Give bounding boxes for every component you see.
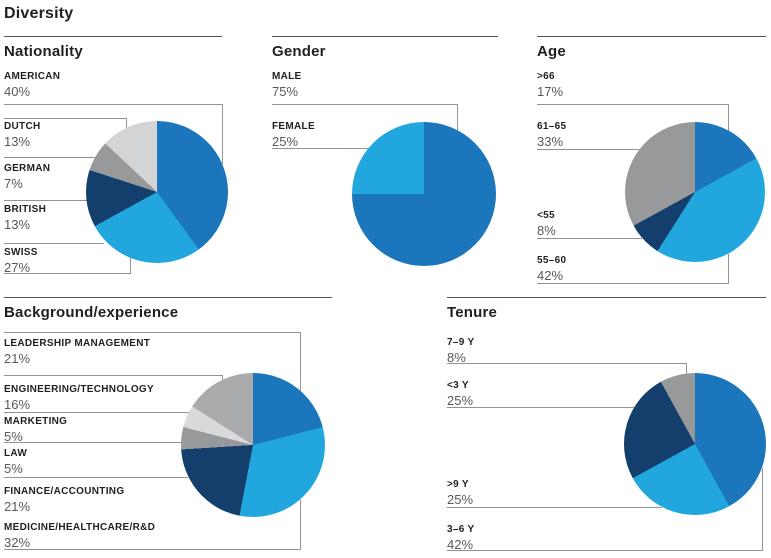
slice-percent: 21% (4, 499, 31, 514)
legend-item-female: FEMALE 25% (272, 121, 315, 148)
chart-title-nationality: Nationality (4, 43, 83, 60)
tenure-pie-chart (624, 373, 766, 515)
chart-title-tenure: Tenure (447, 304, 498, 321)
legend-item-under-55: <55 8% (537, 210, 556, 237)
slice-label: 3–6 Y (447, 524, 475, 535)
legend-item-american: AMERICAN 40% (4, 71, 60, 98)
legend-item-7-9y: 7–9 Y 8% (447, 337, 474, 364)
slice-percent: 8% (447, 350, 466, 365)
slice-percent: 27% (4, 260, 31, 275)
slice-percent: 25% (447, 393, 474, 408)
slice-percent: 21% (4, 351, 31, 366)
gender-pie-chart (352, 122, 496, 266)
legend-item-male: MALE 75% (272, 71, 302, 98)
legend-item-55-60: 55–60 42% (537, 255, 566, 282)
slice-percent: 8% (537, 223, 556, 238)
legend-item-medicine-healthcare-rd: MEDICINE/HEALTHCARE/R&D 32% (4, 522, 155, 549)
slice-percent: 13% (4, 134, 31, 149)
legend-item-61-65: 61–65 33% (537, 121, 566, 148)
legend-item-engineering-technology: ENGINEERING/TECHNOLOGY 16% (4, 384, 154, 411)
page-title: Diversity (4, 5, 74, 22)
slice-label: >9 Y (447, 479, 469, 490)
slice-percent: 33% (537, 134, 564, 149)
slice-percent: 40% (4, 84, 31, 99)
slice-label: SWISS (4, 247, 38, 258)
chart-title-background: Background/experience (4, 304, 179, 321)
slice-label: MEDICINE/HEALTHCARE/R&D (4, 522, 156, 533)
chart-title-gender: Gender (272, 43, 326, 60)
slice-percent: 16% (4, 397, 31, 412)
legend-item-3-6y: 3–6 Y 42% (447, 524, 474, 551)
chart-title-age: Age (537, 43, 566, 60)
slice-label: GERMAN (4, 163, 51, 174)
nationality-pie-chart (86, 121, 228, 263)
legend-item-over-66: >66 17% (537, 71, 563, 98)
legend-item-marketing: MARKETING 5% (4, 416, 67, 443)
slice-label: <3 Y (447, 380, 469, 391)
slice-label: 61–65 (537, 121, 567, 132)
legend-item-british: BRITISH 13% (4, 204, 46, 231)
slice-leader-lines (4, 104, 763, 551)
legend-item-under-3y: <3 Y 25% (447, 380, 473, 407)
legend-item-dutch: DUTCH 13% (4, 121, 41, 148)
slice-label: 7–9 Y (447, 337, 475, 348)
legend-item-german: GERMAN 7% (4, 163, 50, 190)
slice-label: AMERICAN (4, 71, 61, 82)
heading-rules (4, 36, 766, 298)
legend-item-law: LAW 5% (4, 448, 27, 475)
slice-label: MARKETING (4, 416, 68, 427)
legend-item-swiss: SWISS 27% (4, 247, 38, 274)
background-pie-chart (181, 373, 325, 517)
slice-percent: 25% (272, 134, 299, 149)
slice-label: FEMALE (272, 121, 315, 132)
slice-percent: 17% (537, 84, 564, 99)
slice-label: FINANCE/ACCOUNTING (4, 486, 125, 497)
slice-percent: 13% (4, 217, 31, 232)
slice-percent: 42% (447, 537, 474, 552)
slice-label: BRITISH (4, 204, 47, 215)
slice-label: MALE (272, 71, 302, 82)
slice-percent: 25% (447, 492, 474, 507)
slice-label: 55–60 (537, 255, 567, 266)
slice-label: LEADERSHIP MANAGEMENT (4, 338, 151, 349)
slice-percent: 7% (4, 176, 23, 191)
legend-item-finance-accounting: FINANCE/ACCOUNTING 21% (4, 486, 124, 513)
slice-label: LAW (4, 448, 28, 459)
slice-label: DUTCH (4, 121, 41, 132)
legend-item-leadership-management: LEADERSHIP MANAGEMENT 21% (4, 338, 150, 365)
slice-label: ENGINEERING/TECHNOLOGY (4, 384, 154, 395)
slice-percent: 75% (272, 84, 299, 99)
slice-label: <55 (537, 210, 555, 221)
age-pie-chart (625, 122, 765, 262)
slice-percent: 32% (4, 535, 31, 550)
slice-percent: 5% (4, 461, 23, 476)
slice-percent: 42% (537, 268, 564, 283)
legend-item-over-9y: >9 Y 25% (447, 479, 473, 506)
slice-label: >66 (537, 71, 555, 82)
slice-percent: 5% (4, 429, 23, 444)
